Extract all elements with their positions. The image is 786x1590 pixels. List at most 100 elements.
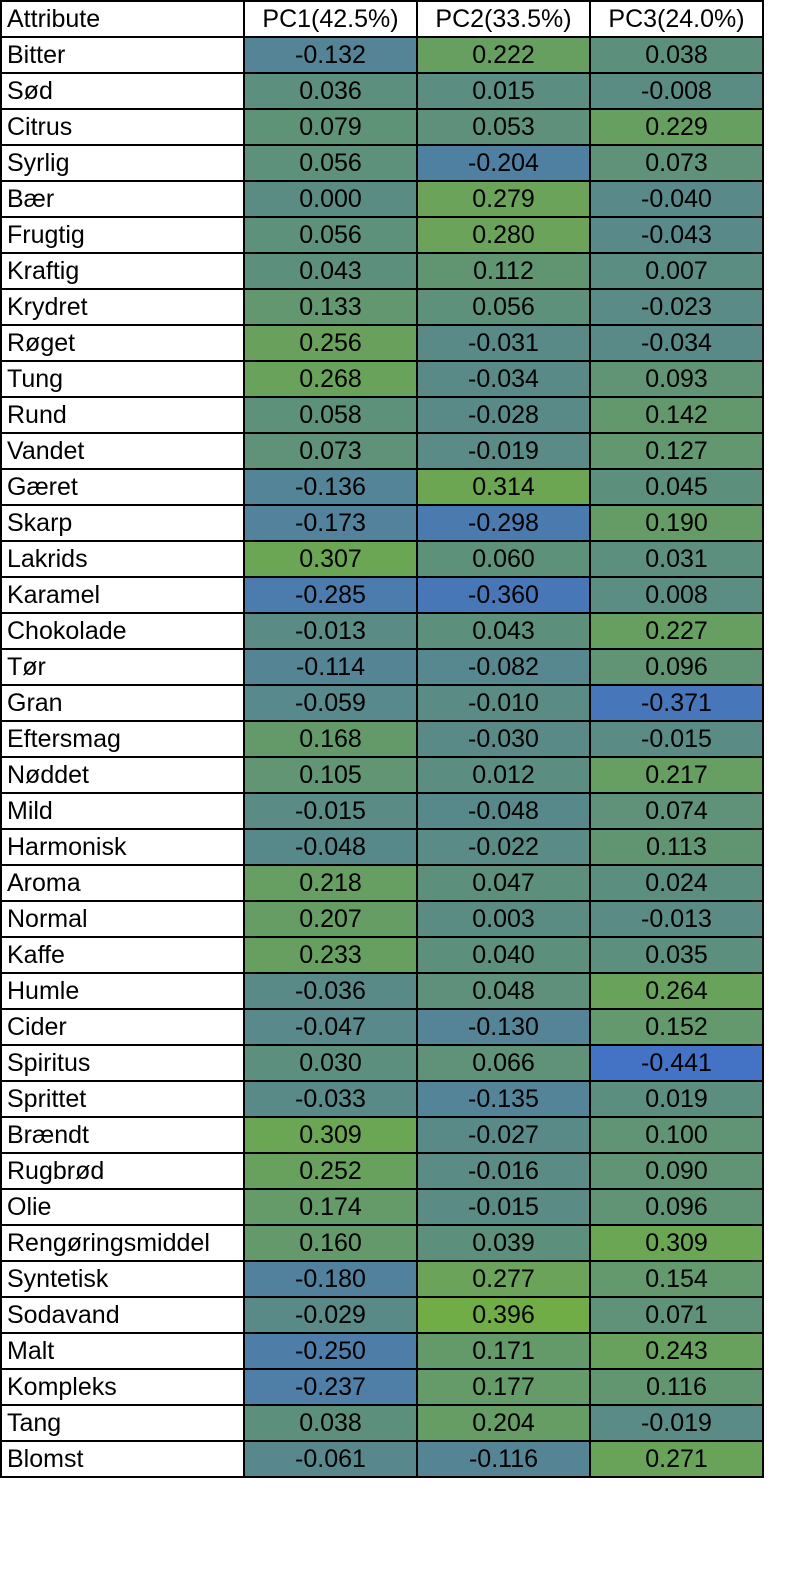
row-label: Normal xyxy=(0,900,245,938)
table-row: Frugtig 0.056 0.280 -0.043 xyxy=(0,216,764,254)
heatmap-cell-pc1: 0.309 xyxy=(243,1116,418,1154)
heatmap-cell-pc2: -0.298 xyxy=(416,504,591,542)
row-label: Rengøringsmiddel xyxy=(0,1224,245,1262)
heatmap-cell-pc3: 0.071 xyxy=(589,1296,764,1334)
heatmap-cell-pc1: -0.173 xyxy=(243,504,418,542)
row-label: Nøddet xyxy=(0,756,245,794)
heatmap-cell-pc1: -0.059 xyxy=(243,684,418,722)
row-label: Harmonisk xyxy=(0,828,245,866)
heatmap-cell-pc3: -0.034 xyxy=(589,324,764,362)
heatmap-cell-pc3: 0.309 xyxy=(589,1224,764,1262)
heatmap-cell-pc2: 0.003 xyxy=(416,900,591,938)
heatmap-cell-pc3: -0.371 xyxy=(589,684,764,722)
heatmap-cell-pc1: -0.114 xyxy=(243,648,418,686)
heatmap-cell-pc2: -0.082 xyxy=(416,648,591,686)
heatmap-cell-pc2: -0.027 xyxy=(416,1116,591,1154)
row-label: Citrus xyxy=(0,108,245,146)
heatmap-cell-pc2: 0.280 xyxy=(416,216,591,254)
heatmap-cell-pc3: -0.043 xyxy=(589,216,764,254)
heatmap-cell-pc3: 0.154 xyxy=(589,1260,764,1298)
heatmap-cell-pc2: 0.222 xyxy=(416,36,591,74)
table-row: Skarp -0.173 -0.298 0.190 xyxy=(0,504,764,542)
heatmap-cell-pc3: -0.019 xyxy=(589,1404,764,1442)
heatmap-cell-pc1: -0.047 xyxy=(243,1008,418,1046)
row-label: Karamel xyxy=(0,576,245,614)
heatmap-cell-pc2: -0.034 xyxy=(416,360,591,398)
heatmap-cell-pc2: 0.039 xyxy=(416,1224,591,1262)
row-label: Vandet xyxy=(0,432,245,470)
row-label: Sodavand xyxy=(0,1296,245,1334)
heatmap-cell-pc2: -0.016 xyxy=(416,1152,591,1190)
table-row: Karamel -0.285 -0.360 0.008 xyxy=(0,576,764,614)
heatmap-cell-pc1: 0.036 xyxy=(243,72,418,110)
heatmap-cell-pc3: -0.023 xyxy=(589,288,764,326)
heatmap-cell-pc3: 0.127 xyxy=(589,432,764,470)
heatmap-cell-pc1: -0.036 xyxy=(243,972,418,1010)
row-label: Rund xyxy=(0,396,245,434)
heatmap-cell-pc1: 0.030 xyxy=(243,1044,418,1082)
heatmap-cell-pc3: 0.152 xyxy=(589,1008,764,1046)
heatmap-cell-pc2: -0.204 xyxy=(416,144,591,182)
heatmap-cell-pc3: 0.073 xyxy=(589,144,764,182)
table-row: Sprittet -0.033 -0.135 0.019 xyxy=(0,1080,764,1118)
heatmap-cell-pc1: 0.218 xyxy=(243,864,418,902)
heatmap-cell-pc1: 0.252 xyxy=(243,1152,418,1190)
table-row: Spiritus 0.030 0.066 -0.441 xyxy=(0,1044,764,1082)
table-row: Vandet 0.073 -0.019 0.127 xyxy=(0,432,764,470)
row-label: Syrlig xyxy=(0,144,245,182)
header-row: Attribute PC1(42.5%) PC2(33.5%) PC3(24.0… xyxy=(0,0,764,38)
row-label: Brændt xyxy=(0,1116,245,1154)
heatmap-cell-pc3: 0.096 xyxy=(589,1188,764,1226)
heatmap-cell-pc2: -0.048 xyxy=(416,792,591,830)
heatmap-cell-pc2: 0.314 xyxy=(416,468,591,506)
table-row: Gæret -0.136 0.314 0.045 xyxy=(0,468,764,506)
heatmap-cell-pc3: 0.227 xyxy=(589,612,764,650)
heatmap-cell-pc1: -0.180 xyxy=(243,1260,418,1298)
row-label: Kompleks xyxy=(0,1368,245,1406)
row-label: Sød xyxy=(0,72,245,110)
heatmap-cell-pc1: 0.174 xyxy=(243,1188,418,1226)
heatmap-cell-pc1: 0.105 xyxy=(243,756,418,794)
heatmap-cell-pc3: 0.035 xyxy=(589,936,764,974)
table-row: Blomst -0.061 -0.116 0.271 xyxy=(0,1440,764,1478)
heatmap-cell-pc1: 0.268 xyxy=(243,360,418,398)
heatmap-body: Bitter -0.132 0.222 0.038 Sød 0.036 0.015 -0.00… xyxy=(0,36,764,1478)
table-row: Olie 0.174 -0.015 0.096 xyxy=(0,1188,764,1226)
heatmap-cell-pc3: 0.024 xyxy=(589,864,764,902)
heatmap-cell-pc1: 0.207 xyxy=(243,900,418,938)
heatmap-cell-pc3: 0.090 xyxy=(589,1152,764,1190)
heatmap-cell-pc1: 0.056 xyxy=(243,144,418,182)
row-label: Gran xyxy=(0,684,245,722)
heatmap-cell-pc3: -0.040 xyxy=(589,180,764,218)
heatmap-cell-pc2: 0.279 xyxy=(416,180,591,218)
heatmap-cell-pc2: -0.010 xyxy=(416,684,591,722)
table-row: Sød 0.036 0.015 -0.008 xyxy=(0,72,764,110)
heatmap-cell-pc2: -0.030 xyxy=(416,720,591,758)
heatmap-cell-pc1: -0.237 xyxy=(243,1368,418,1406)
table-row: Syrlig 0.056 -0.204 0.073 xyxy=(0,144,764,182)
heatmap-cell-pc3: 0.116 xyxy=(589,1368,764,1406)
table-row: Rund 0.058 -0.028 0.142 xyxy=(0,396,764,434)
heatmap-cell-pc1: 0.160 xyxy=(243,1224,418,1262)
heatmap-cell-pc2: 0.171 xyxy=(416,1332,591,1370)
heatmap-cell-pc1: -0.250 xyxy=(243,1332,418,1370)
heatmap-cell-pc2: 0.015 xyxy=(416,72,591,110)
table-row: Eftersmag 0.168 -0.030 -0.015 xyxy=(0,720,764,758)
row-label: Bitter xyxy=(0,36,245,74)
heatmap-cell-pc3: 0.113 xyxy=(589,828,764,866)
row-label: Kaffe xyxy=(0,936,245,974)
row-label: Frugtig xyxy=(0,216,245,254)
heatmap-cell-pc2: 0.048 xyxy=(416,972,591,1010)
table-row: Malt -0.250 0.171 0.243 xyxy=(0,1332,764,1370)
heatmap-cell-pc1: 0.079 xyxy=(243,108,418,146)
heatmap-cell-pc3: -0.015 xyxy=(589,720,764,758)
heatmap-cell-pc2: 0.053 xyxy=(416,108,591,146)
heatmap-cell-pc2: 0.066 xyxy=(416,1044,591,1082)
table-row: Kraftig 0.043 0.112 0.007 xyxy=(0,252,764,290)
table-row: Rengøringsmiddel 0.160 0.039 0.309 xyxy=(0,1224,764,1262)
heatmap-cell-pc1: -0.061 xyxy=(243,1440,418,1478)
heatmap-cell-pc3: 0.100 xyxy=(589,1116,764,1154)
row-label: Kraftig xyxy=(0,252,245,290)
column-header-pc1: PC1(42.5%) xyxy=(243,0,418,38)
heatmap-cell-pc1: 0.056 xyxy=(243,216,418,254)
